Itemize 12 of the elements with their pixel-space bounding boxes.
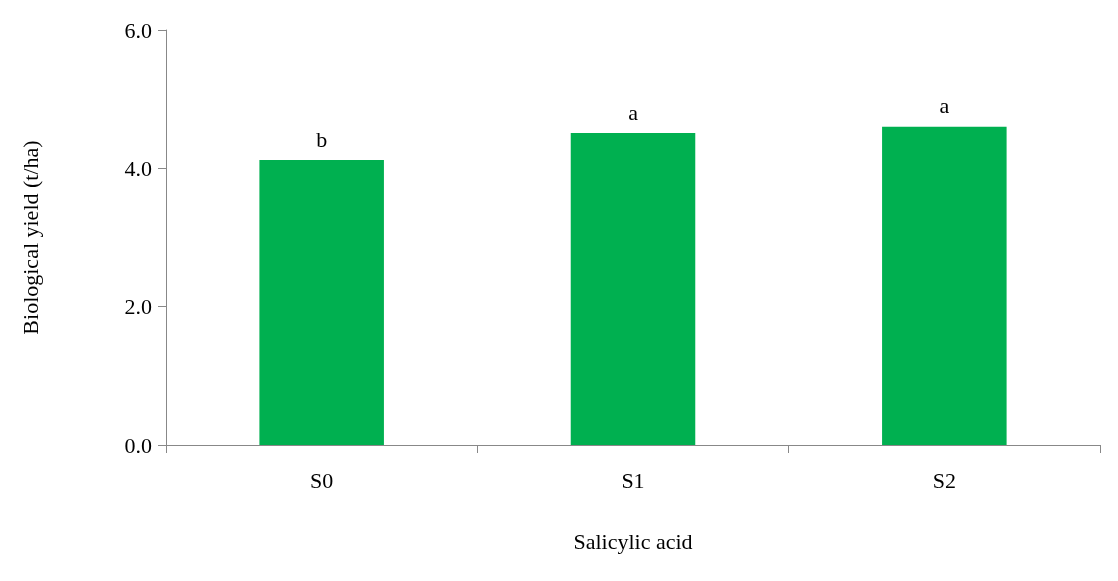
annotation: a [939, 93, 950, 119]
x-tick-label: S0 [310, 467, 334, 493]
y-tick-label: 6.0 [124, 17, 152, 43]
x-tick-label: S1 [621, 467, 645, 493]
y-tick-label: 0.0 [124, 432, 152, 458]
annotation: b [316, 126, 328, 152]
y-tick-label: 4.0 [124, 155, 152, 181]
x-axis-title: Salicylic acid [573, 528, 693, 554]
y-tick-label: 2.0 [124, 294, 152, 320]
x-tick-label: S2 [932, 467, 956, 493]
y-axis-title: Biological yield (t/ha) [17, 140, 43, 335]
annotation: a [628, 99, 639, 125]
